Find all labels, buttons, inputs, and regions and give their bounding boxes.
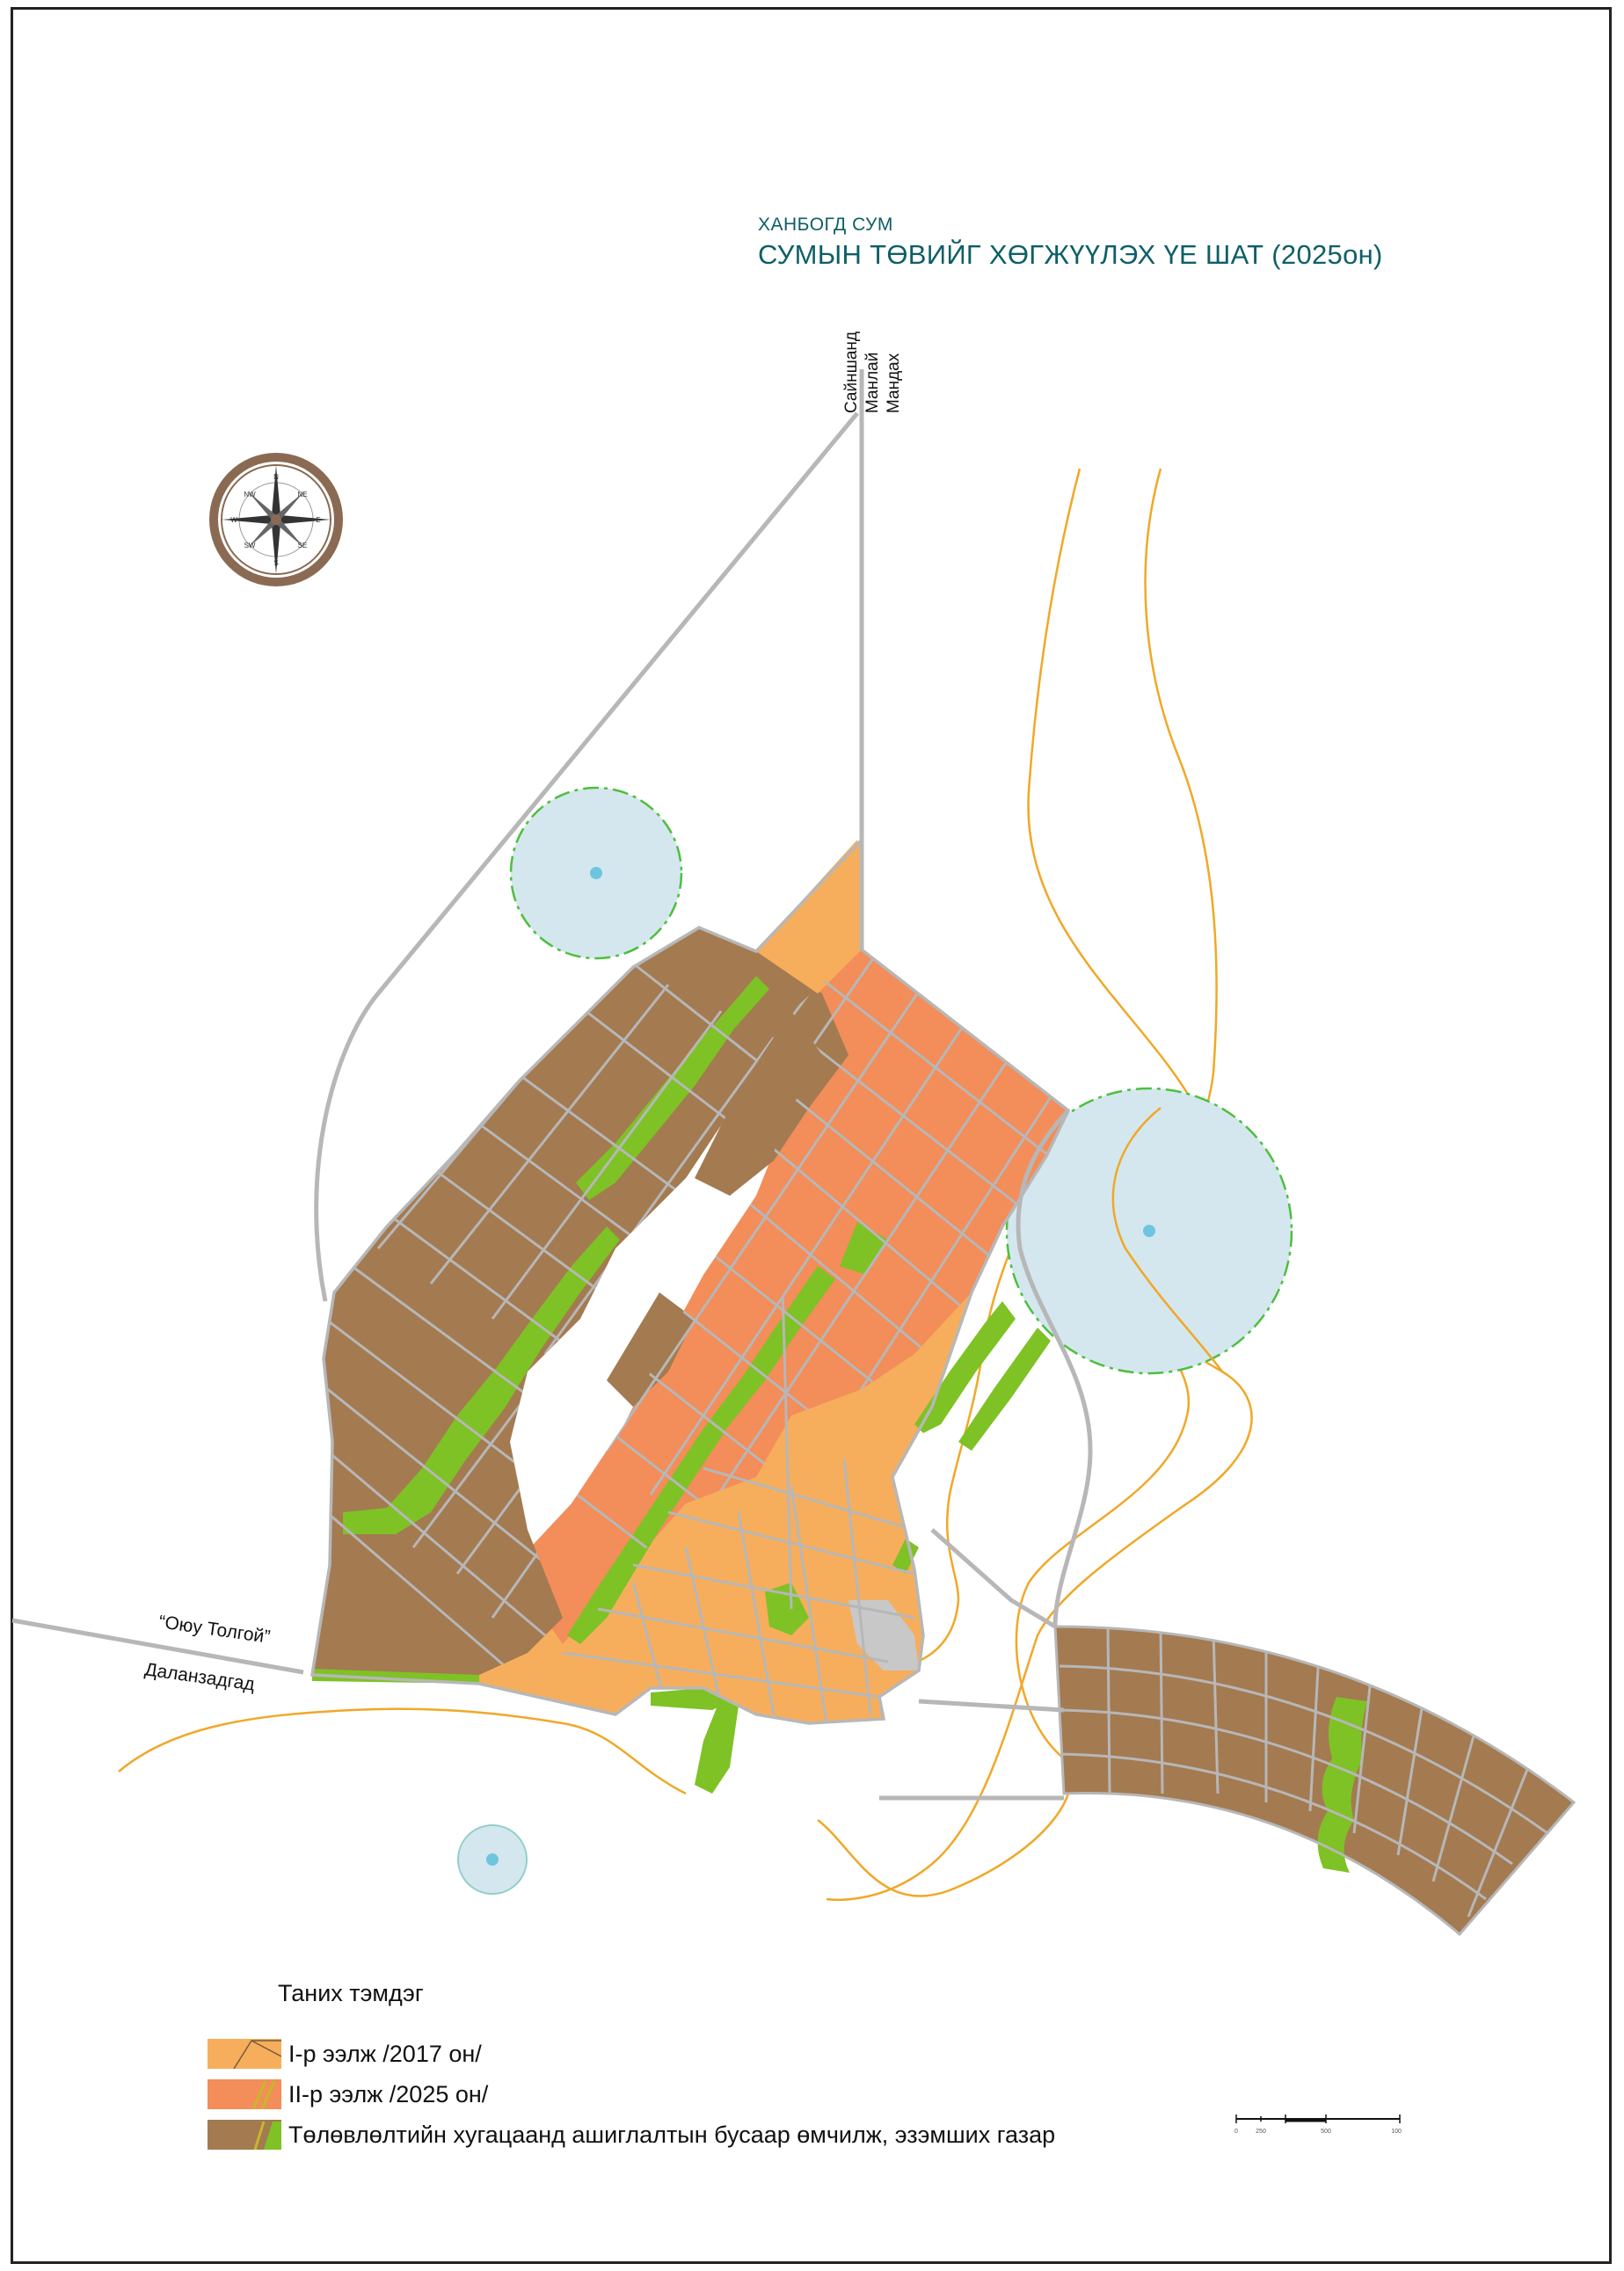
scale-label: 0 bbox=[1234, 2129, 1238, 2135]
compass-label: NE bbox=[297, 491, 307, 499]
water-point bbox=[590, 867, 602, 879]
legend-swatch-reserved bbox=[208, 2120, 281, 2150]
phase2-area bbox=[510, 950, 1068, 1644]
legend-title: Таних тэмдэг bbox=[278, 1980, 424, 2006]
scale-label: 250 bbox=[1256, 2129, 1266, 2135]
settlement-outline bbox=[1053, 1625, 1577, 1937]
compass-label: E bbox=[316, 516, 320, 524]
legend-item-phase1: I-р ээлж /2017 он/ bbox=[208, 2034, 1055, 2074]
river-line bbox=[817, 468, 1205, 1897]
compass-label: SE bbox=[298, 542, 308, 550]
compass-label: N bbox=[273, 473, 279, 481]
map-subtitle: ХАНБОГД СУМ bbox=[758, 215, 893, 235]
road-ring-east bbox=[1016, 1109, 1093, 1627]
green-space bbox=[695, 1697, 739, 1794]
compass-label: NW bbox=[244, 491, 256, 499]
compass-label: W bbox=[230, 516, 237, 524]
compass-label: S bbox=[273, 559, 278, 567]
river-lines bbox=[118, 468, 1253, 1902]
settlement-east bbox=[1053, 1625, 1577, 1937]
legend-swatch-phase1 bbox=[208, 2039, 281, 2069]
settlement-main bbox=[310, 835, 1071, 1794]
legend-item-reserved: Төлөвлөлтийн хугацаанд ашиглалтын бусаар… bbox=[208, 2115, 1055, 2155]
water-point bbox=[1143, 1225, 1155, 1237]
civic-area bbox=[848, 1600, 919, 1670]
green-space bbox=[892, 1539, 919, 1574]
reserved-area bbox=[695, 994, 848, 1196]
compass-label: SW bbox=[244, 542, 256, 550]
reserved-area bbox=[1055, 1627, 1574, 1934]
reserved-area bbox=[607, 1292, 695, 1407]
legend-swatch-phase2 bbox=[208, 2079, 281, 2109]
legend-label: Төлөвлөлтийн хугацаанд ашиглалтын бусаар… bbox=[288, 2121, 1056, 2148]
green-space bbox=[651, 1688, 730, 1710]
green-space bbox=[958, 1328, 1051, 1451]
water-point bbox=[486, 1853, 499, 1866]
scale-label: 1000 bbox=[1391, 2129, 1402, 2135]
road-label-sainshand: Сайншанд bbox=[842, 331, 861, 413]
legend-label: II-р ээлж /2025 он/ bbox=[288, 2080, 489, 2107]
road-label-mandakh: Мандах bbox=[885, 353, 903, 413]
scale-bar: 0 250 500 1000 bbox=[1234, 2115, 1402, 2135]
title-block: ХАНБОГД СУМ СУМЫН ТӨВИЙГ ХӨГЖҮҮЛЭХ ҮЕ ША… bbox=[758, 215, 1383, 271]
map-title: СУМЫН ТӨВИЙГ ХӨГЖҮҮЛЭХ ҮЕ ШАТ (2025он) bbox=[758, 239, 1383, 270]
compass-rose: N NE E SE S SW W NW bbox=[209, 453, 343, 586]
legend-item-phase2: II-р ээлж /2025 он/ bbox=[208, 2074, 1055, 2115]
legend-label: I-р ээлж /2017 он/ bbox=[288, 2040, 482, 2067]
road-link bbox=[930, 1528, 1057, 1629]
settlement-outline bbox=[310, 835, 1071, 1725]
compass-needle bbox=[272, 465, 280, 520]
river-line bbox=[118, 1707, 687, 1795]
street-grid bbox=[562, 1283, 915, 1723]
green-space bbox=[343, 1226, 620, 1534]
river-line bbox=[1111, 1107, 1223, 1372]
protection-zones bbox=[457, 786, 1293, 1895]
road-east bbox=[918, 1699, 1065, 1713]
scale-label: 500 bbox=[1321, 2129, 1331, 2135]
road-diagonal bbox=[314, 411, 859, 1302]
green-space bbox=[1317, 1697, 1367, 1873]
map-frame bbox=[11, 7, 1612, 2264]
road-label-manlai: Манлай bbox=[863, 352, 882, 413]
green-space bbox=[567, 1266, 835, 1644]
phase1-area bbox=[756, 840, 862, 994]
green-space bbox=[914, 1301, 1016, 1433]
roads bbox=[11, 369, 1093, 1801]
legend: Таних тэмдэг I-р ээлж /2017 он/ II-р ээл… bbox=[208, 1980, 1055, 2155]
street-grid bbox=[1059, 1627, 1548, 1918]
road-west bbox=[11, 1618, 304, 1675]
